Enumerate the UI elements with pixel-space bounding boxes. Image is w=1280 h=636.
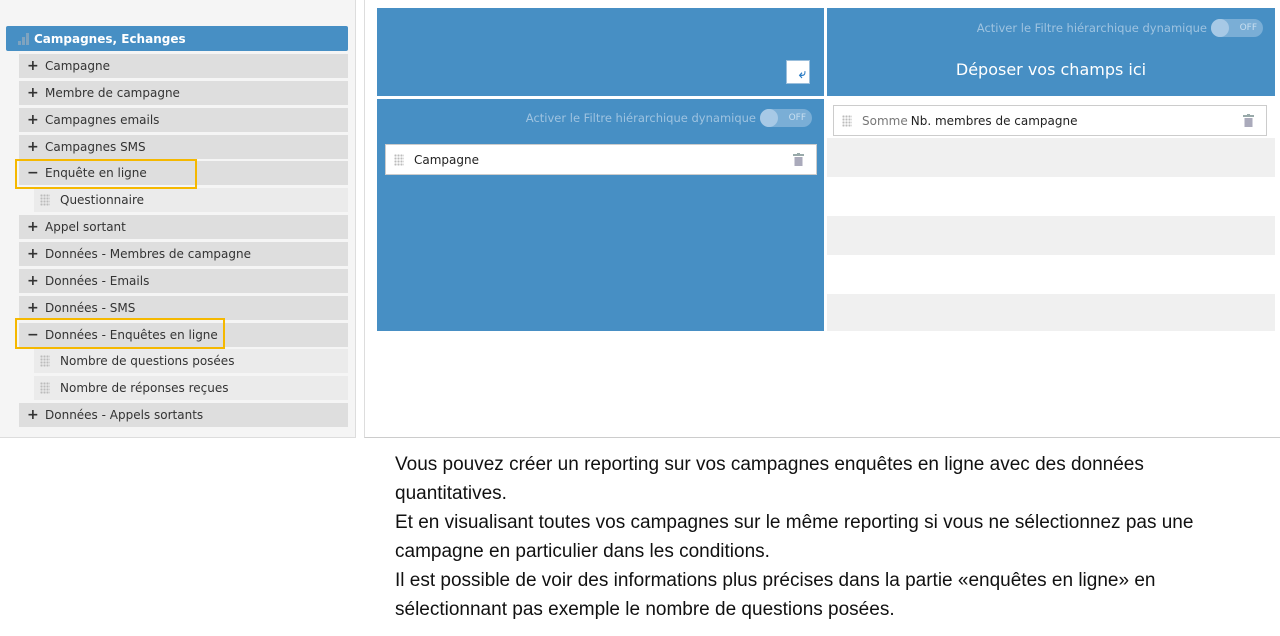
row-zone[interactable]: Activer le Filtre hiérarchique dynamique…: [377, 99, 824, 331]
tree-item-label: Nombre de questions posées: [60, 354, 235, 369]
row-filter-toggle[interactable]: OFF: [760, 109, 812, 127]
pivot-designer: ⤶ Activer le Filtre hiérarchique dynamiq…: [364, 0, 1280, 438]
expand-icon[interactable]: +: [27, 84, 39, 101]
swap-axes-icon[interactable]: ⤶: [786, 60, 810, 84]
caption-line: Vous pouvez créer un reporting sur vos c…: [395, 454, 1144, 504]
tree-item-label: Données - Appels sortants: [45, 408, 204, 423]
collapse-icon[interactable]: −: [27, 326, 39, 343]
expand-icon[interactable]: +: [27, 299, 39, 316]
expand-icon[interactable]: +: [27, 272, 39, 289]
drag-handle-icon[interactable]: [842, 114, 852, 127]
tree-group-item[interactable]: + Appel sortant: [19, 215, 348, 240]
caption-line: Il est possible de voir des informations…: [395, 570, 1156, 620]
toggle-state: OFF: [1239, 23, 1257, 33]
value-field-card[interactable]: Somme Nb. membres de campagne: [833, 105, 1267, 136]
expand-icon[interactable]: +: [27, 219, 39, 236]
tree-group-item[interactable]: + Données - Appels sortants: [19, 403, 348, 428]
tree-item-label: Données - Emails: [45, 273, 150, 288]
expand-icon[interactable]: +: [27, 245, 39, 262]
expand-icon[interactable]: +: [27, 138, 39, 155]
tree-group-item[interactable]: + Données - Membres de campagne: [19, 241, 348, 266]
tree-group-item[interactable]: + Données - Emails: [19, 268, 348, 293]
tree-item-label: Données - Enquêtes en ligne: [45, 327, 218, 342]
tree-item-label: Appel sortant: [45, 220, 126, 235]
drag-handle-icon[interactable]: [40, 382, 50, 395]
row-field-label: Campagne: [414, 152, 479, 167]
tree-item-label: Campagnes emails: [45, 112, 160, 127]
filter-label: Activer le Filtre hiérarchique dynamique: [525, 111, 756, 125]
value-row: [827, 177, 1275, 216]
tree-header-campagnes-echanges[interactable]: Campagnes, Echanges: [6, 26, 348, 51]
value-row: [827, 294, 1275, 331]
expand-icon[interactable]: +: [27, 58, 39, 74]
value-row: [827, 138, 1275, 177]
column-zone[interactable]: Activer le Filtre hiérarchique dynamique…: [827, 8, 1275, 96]
tree-header-label: Campagnes, Echanges: [34, 31, 186, 46]
tree-item-label: Données - Membres de campagne: [45, 246, 251, 261]
tree-group-item[interactable]: + Données - SMS: [19, 295, 348, 320]
corner-zone: ⤶: [377, 8, 824, 96]
tree-group-item[interactable]: − Données - Enquêtes en ligne: [19, 322, 348, 347]
value-field-label: Nb. membres de campagne: [910, 113, 1078, 128]
collapse-icon[interactable]: −: [27, 165, 39, 182]
expand-icon[interactable]: +: [27, 111, 39, 128]
tree-item-label: Nombre de réponses reçues: [60, 381, 229, 396]
tree-group-item[interactable]: + Membre de campagne: [19, 80, 348, 105]
caption-line: Et en visualisant toutes vos campagnes s…: [395, 512, 1194, 562]
tree-group-item[interactable]: + Campagnes SMS: [19, 134, 348, 159]
value-row: [827, 255, 1275, 294]
field-tree-sidebar: Campagnes, Echanges + Campagne + Membre de …: [0, 0, 356, 438]
tree-item-label: Membre de campagne: [45, 85, 180, 100]
bar-chart-icon: [18, 32, 29, 45]
row-field-card[interactable]: Campagne: [385, 144, 817, 175]
drag-handle-icon[interactable]: [40, 194, 50, 207]
aggregation-label: Somme: [862, 113, 908, 128]
tree-item-label: Données - SMS: [45, 300, 136, 315]
toggle-state: OFF: [788, 113, 806, 123]
drop-here-label: Déposer vos champs ici: [955, 60, 1147, 79]
drag-handle-icon[interactable]: [40, 355, 50, 368]
value-row: [827, 216, 1275, 255]
tree-item-label: Questionnaire: [60, 193, 145, 208]
tree-item-label: Campagne: [45, 59, 110, 73]
tree-item-label: Campagnes SMS: [45, 139, 146, 154]
tree-group-item[interactable]: − Enquête en ligne: [19, 161, 348, 186]
trash-icon[interactable]: [1243, 114, 1254, 127]
tree-group-item[interactable]: + Campagne: [19, 54, 348, 78]
trash-icon[interactable]: [793, 153, 804, 166]
tree-field-item[interactable]: Nombre de réponses reçues: [34, 376, 348, 401]
tree-field-item[interactable]: Questionnaire: [34, 188, 348, 213]
tree-group-item[interactable]: + Campagnes emails: [19, 107, 348, 132]
tree-field-item[interactable]: Nombre de questions posées: [34, 349, 348, 374]
explanation-text: Vous pouvez créer un reporting sur vos c…: [395, 450, 1255, 624]
tree-item-label: Enquête en ligne: [45, 166, 147, 181]
expand-icon[interactable]: +: [27, 407, 39, 424]
filter-label: Activer le Filtre hiérarchique dynamique: [976, 21, 1207, 35]
drag-handle-icon[interactable]: [394, 153, 404, 166]
column-filter-toggle[interactable]: OFF: [1211, 19, 1263, 37]
